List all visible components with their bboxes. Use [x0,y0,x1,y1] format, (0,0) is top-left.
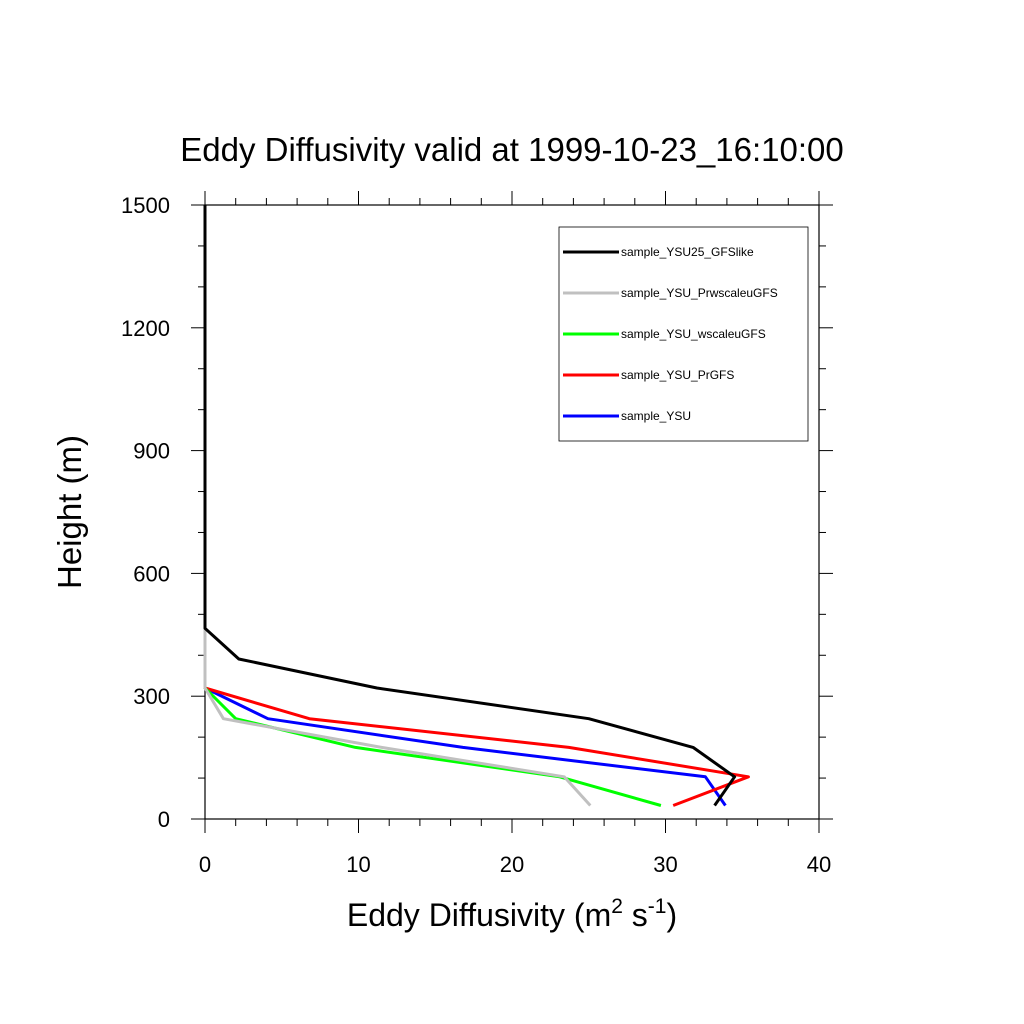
tick-labels: 0 10 20 30 40 0 300 600 900 1200 1500 [121,193,831,877]
y-tick-label: 1500 [121,193,170,218]
x-tick-label: 0 [199,852,211,877]
series-line-sample_YSU25_GFSlike [203,205,737,807]
y-tick-label: 900 [133,439,170,464]
legend: sample_YSU25_GFSlike sample_YSU_Prwscaleu… [558,226,809,442]
legend-entries: sample_YSU25_GFSlike sample_YSU_Prwscaleu… [563,245,778,423]
y-tick-label: 1200 [121,316,170,341]
x-axis-label-end: ) [666,897,677,933]
x-tick-label: 20 [500,852,524,877]
x-axis-label-sup-2: -1 [648,895,667,918]
chart-title: Eddy Diffusivity valid at 1999-10-23_16:… [180,131,843,168]
x-axis-label: Eddy Diffusivity (m2 s-1) [347,895,677,933]
y-tick-label: 300 [133,684,170,709]
data-series [203,205,750,807]
tick-marks [191,191,833,833]
legend-label: sample_YSU_wscaleuGFS [621,327,766,341]
legend-label: sample_YSU_PrGFS [621,368,734,382]
legend-label: sample_YSU25_GFSlike [621,245,754,259]
x-tick-label: 40 [807,852,831,877]
y-axis-label: Height (m) [51,435,88,589]
x-tick-label: 10 [346,852,370,877]
y-tick-label: 600 [133,561,170,586]
x-axis-label-mid: s [623,897,648,933]
legend-label: sample_YSU_PrwscaleuGFS [621,286,778,300]
x-axis-label-sup-1: 2 [611,895,623,918]
x-tick-label: 30 [653,852,677,877]
x-axis-label-base: Eddy Diffusivity (m [347,897,611,933]
legend-label: sample_YSU [621,409,691,423]
y-tick-label: 0 [158,807,170,832]
